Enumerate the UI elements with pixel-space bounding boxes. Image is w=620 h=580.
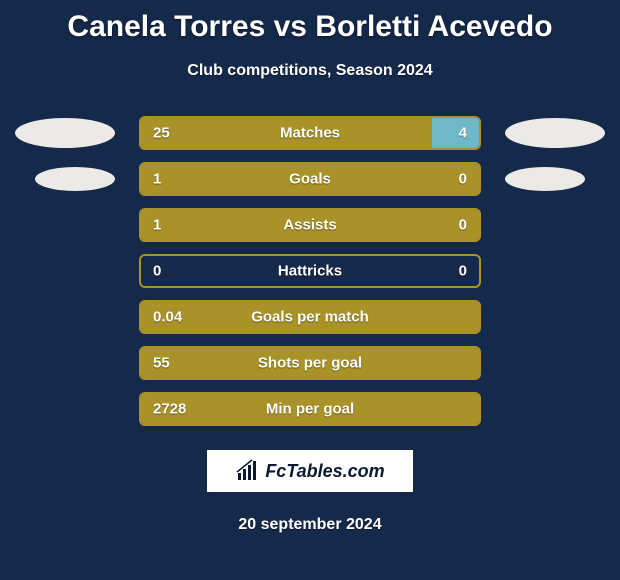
stat-value-left: 2728: [153, 401, 186, 418]
spacer: [505, 348, 605, 378]
stat-value-left: 1: [153, 217, 161, 234]
stat-label: Assists: [283, 217, 336, 234]
site-logo: FcTables.com: [205, 448, 415, 494]
stat-label: Goals per match: [251, 309, 369, 326]
stat-value-left: 1: [153, 171, 161, 188]
stat-row: Goals 1 0: [0, 162, 620, 196]
stat-label: Hattricks: [278, 263, 342, 280]
stat-bar: Shots per goal 55: [139, 346, 481, 380]
stat-value-left: 0.04: [153, 309, 182, 326]
stat-label: Shots per goal: [258, 355, 362, 372]
spacer: [15, 256, 115, 286]
subtitle: Club competitions, Season 2024: [0, 62, 620, 80]
spacer: [15, 394, 115, 424]
stats-list: Matches254Goals10Assists10Hattricks00Goa…: [0, 116, 620, 426]
stat-value-left: 0: [153, 263, 161, 280]
spacer: [505, 256, 605, 286]
spacer: [505, 210, 605, 240]
player-left-badge: [15, 118, 115, 148]
stat-bar: Goals per match 0.04: [139, 300, 481, 334]
stat-bar: Hattricks 0 0: [139, 254, 481, 288]
stat-row: Matches 25 4: [0, 116, 620, 150]
player-left-badge: [35, 167, 115, 191]
stat-label: Goals: [289, 171, 331, 188]
stat-value-left: 25: [153, 125, 170, 142]
stat-bar: Matches 25 4: [139, 116, 481, 150]
spacer: [505, 302, 605, 332]
stat-row: Goals per match 0.04: [0, 300, 620, 334]
stat-row: Hattricks 0 0: [0, 254, 620, 288]
spacer: [15, 302, 115, 332]
spacer: [15, 210, 115, 240]
stat-value-right: 4: [459, 125, 467, 142]
bar-fill-right: [432, 118, 479, 148]
logo-text: FcTables.com: [265, 461, 384, 482]
stat-row: Assists 1 0: [0, 208, 620, 242]
stat-bar: Min per goal 2728: [139, 392, 481, 426]
spacer: [15, 348, 115, 378]
stat-row: Shots per goal 55: [0, 346, 620, 380]
stat-value-right: 0: [459, 171, 467, 188]
stat-value-right: 0: [459, 217, 467, 234]
comparison-infographic: Canela Torres vs Borletti Acevedo Club c…: [0, 0, 620, 580]
stat-bar: Goals 1 0: [139, 162, 481, 196]
stat-label: Min per goal: [266, 401, 354, 418]
date-label: 20 september 2024: [0, 516, 620, 534]
chart-icon: [235, 459, 259, 483]
player-right-badge: [505, 118, 605, 148]
stat-bar: Assists 1 0: [139, 208, 481, 242]
stat-label: Matches: [280, 125, 340, 142]
stat-value-right: 0: [459, 263, 467, 280]
stat-value-left: 55: [153, 355, 170, 372]
player-right-badge: [505, 167, 585, 191]
stat-row: Min per goal 2728: [0, 392, 620, 426]
page-title: Canela Torres vs Borletti Acevedo: [0, 10, 620, 44]
spacer: [505, 394, 605, 424]
